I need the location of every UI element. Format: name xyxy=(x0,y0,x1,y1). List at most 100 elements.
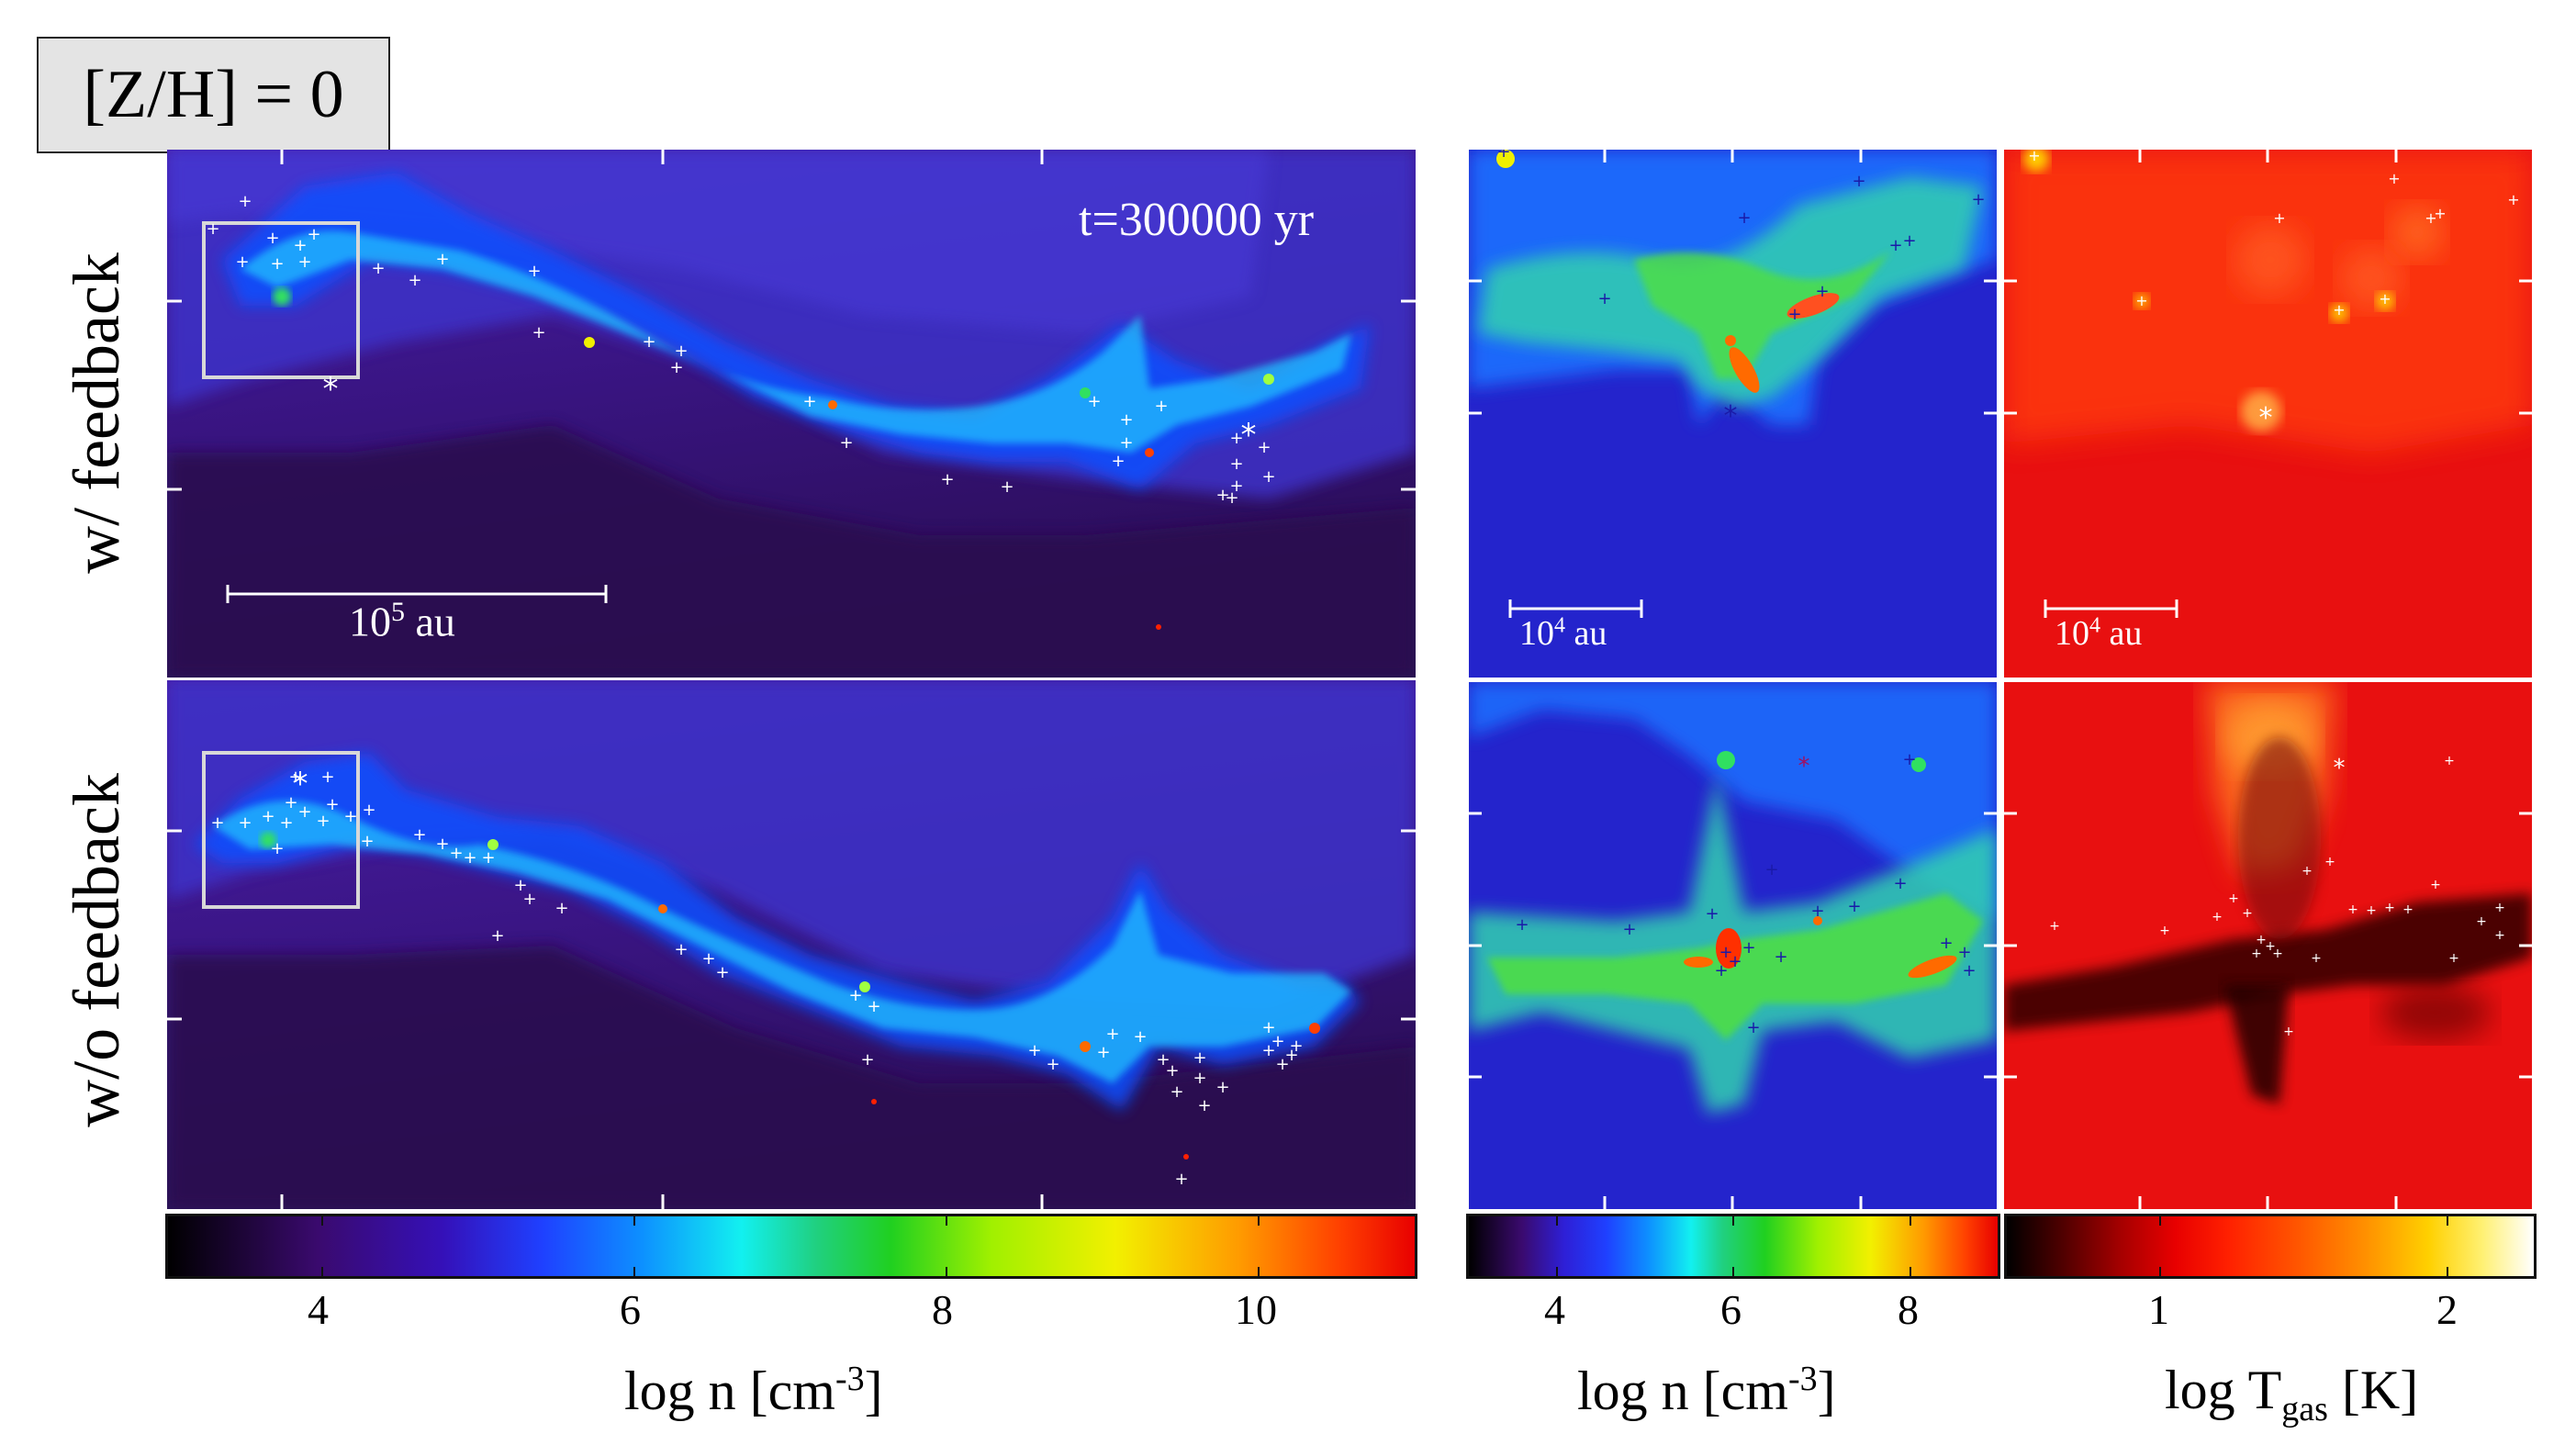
zoom-column-separator xyxy=(1997,150,2004,1209)
svg-text:+: + xyxy=(1215,486,1229,505)
svg-text:+: + xyxy=(284,793,297,812)
svg-text:+: + xyxy=(701,949,715,969)
svg-text:+: + xyxy=(1105,1025,1119,1044)
svg-text:+: + xyxy=(1902,750,1916,769)
svg-text:+: + xyxy=(940,470,954,489)
row-label-with-feedback: w/ feedback xyxy=(60,252,133,574)
svg-text:+: + xyxy=(1719,943,1732,962)
svg-text:+: + xyxy=(1261,1018,1275,1037)
svg-text:+: + xyxy=(1971,190,1985,209)
colorbar-temperature-label-pre: log T xyxy=(2165,1360,2282,1420)
svg-text:+: + xyxy=(2273,209,2285,227)
svg-text:+: + xyxy=(1847,897,1861,916)
svg-text:+: + xyxy=(279,813,293,833)
svg-text:+: + xyxy=(1229,476,1243,496)
svg-text:+: + xyxy=(1119,433,1133,453)
colorbar-temperature-label: log Tgas [K] xyxy=(2165,1359,2418,1429)
svg-text:+: + xyxy=(642,332,655,352)
svg-text:+: + xyxy=(238,192,252,211)
svg-text:*: * xyxy=(2259,402,2273,434)
svg-text:+: + xyxy=(2434,205,2446,222)
svg-text:+: + xyxy=(1170,1082,1183,1102)
colorbar-density-small-tick-8: 8 xyxy=(1898,1286,1919,1333)
svg-text:+: + xyxy=(270,839,284,858)
density-map-zoom-with-feedback: + + + + + + + + + * xyxy=(1469,150,1997,678)
svg-text:+: + xyxy=(1111,452,1125,471)
svg-text:+: + xyxy=(532,323,545,342)
density-map-large-without-feedback: + + + + + + + + + + + + + + + + + + + + + + + + + + + + + + … xyxy=(167,679,1416,1209)
svg-text:+: + xyxy=(1154,397,1168,416)
svg-text:+: + xyxy=(1284,1046,1298,1065)
svg-text:+: + xyxy=(2366,903,2377,918)
svg-text:+: + xyxy=(490,926,504,946)
scalebar-label-small-density: 104 au xyxy=(1519,613,1607,654)
svg-text:+: + xyxy=(1496,150,1510,162)
svg-text:+: + xyxy=(2283,1025,2294,1039)
svg-text:+: + xyxy=(1852,172,1865,191)
svg-text:+: + xyxy=(210,813,224,833)
svg-text:+: + xyxy=(867,997,880,1016)
colorbar-temperature-tick-2: 2 xyxy=(2436,1286,2458,1333)
svg-text:+: + xyxy=(674,940,688,959)
svg-text:+: + xyxy=(1261,1041,1275,1060)
colorbar-density-small-label-pre: log n [cm xyxy=(1577,1361,1788,1421)
svg-text:+: + xyxy=(674,342,688,361)
temperature-map-zoom-with-feedback: + + + + + + + + + * xyxy=(2004,150,2532,678)
svg-text:+: + xyxy=(2507,191,2519,208)
svg-text:+: + xyxy=(1728,952,1742,971)
svg-text:+: + xyxy=(527,262,541,281)
svg-text:+: + xyxy=(1815,282,1829,301)
svg-text:+: + xyxy=(1229,454,1243,474)
colorbar-temperature-tick-1: 1 xyxy=(2148,1286,2169,1333)
svg-text:+: + xyxy=(2212,910,2223,924)
svg-text:+: + xyxy=(1027,1041,1041,1060)
svg-text:+: + xyxy=(2302,864,2313,879)
svg-text:+: + xyxy=(1096,1043,1110,1062)
svg-text:+: + xyxy=(1193,1048,1206,1068)
svg-text:+: + xyxy=(1622,920,1636,939)
colorbar-density-large-label-pre: log n [cm xyxy=(624,1361,835,1421)
colorbar-temperature-label-sub: gas xyxy=(2281,1390,2328,1428)
metallicity-tag: [Z/H] = 0 xyxy=(37,37,390,153)
svg-text:+: + xyxy=(481,848,495,868)
svg-text:+: + xyxy=(1888,236,1902,255)
scalebar-small-base: 10 xyxy=(1519,614,1554,653)
svg-text:+: + xyxy=(261,807,274,826)
svg-text:+: + xyxy=(297,252,311,272)
colorbar-temperature xyxy=(2004,1214,2537,1279)
svg-text:+: + xyxy=(1705,904,1719,924)
svg-text:+: + xyxy=(1939,934,1953,953)
svg-text:*: * xyxy=(293,766,308,802)
svg-text:+: + xyxy=(1193,1069,1206,1088)
svg-text:+: + xyxy=(1893,874,1907,893)
scalebar-small-temp-exp: 4 xyxy=(2089,613,2100,638)
svg-text:+: + xyxy=(362,801,375,820)
svg-text:+: + xyxy=(2494,928,2505,943)
svg-text:+: + xyxy=(1714,961,1728,980)
svg-text:+: + xyxy=(1257,438,1271,457)
density-map-zoom-without-feedback: + + + + + + + + + + + + + + + + + * xyxy=(1469,682,1997,1209)
svg-text:+: + xyxy=(1174,1170,1188,1189)
svg-text:+: + xyxy=(1197,1096,1211,1115)
svg-text:+: + xyxy=(2384,901,2395,915)
colorbar-density-large-tick-8: 8 xyxy=(932,1286,953,1333)
scalebar-large-unit: au xyxy=(405,598,455,645)
colorbar-density-large-label-sup: -3 xyxy=(834,1360,865,1398)
svg-text:+: + xyxy=(2049,919,2060,934)
svg-text:+: + xyxy=(2324,855,2335,869)
svg-text:+: + xyxy=(206,219,219,239)
svg-text:+: + xyxy=(435,835,449,854)
svg-text:+: + xyxy=(2251,947,2262,961)
svg-text:+: + xyxy=(238,813,252,833)
svg-text:+: + xyxy=(554,899,568,918)
svg-text:+: + xyxy=(1275,1055,1289,1074)
svg-text:+: + xyxy=(1597,289,1611,308)
scalebar-small-unit: au xyxy=(1565,614,1607,653)
svg-text:+: + xyxy=(408,271,421,290)
svg-text:+: + xyxy=(1737,208,1751,228)
svg-text:+: + xyxy=(1000,477,1014,497)
density-map-large-with-feedback: + + + + + + + + + + + + + + + + + + + + + + + + + + + + + + … xyxy=(167,150,1416,678)
row-label-without-feedback: w/o feedback xyxy=(60,773,133,1127)
svg-text:+: + xyxy=(2494,901,2505,915)
svg-text:+: + xyxy=(1764,860,1778,879)
